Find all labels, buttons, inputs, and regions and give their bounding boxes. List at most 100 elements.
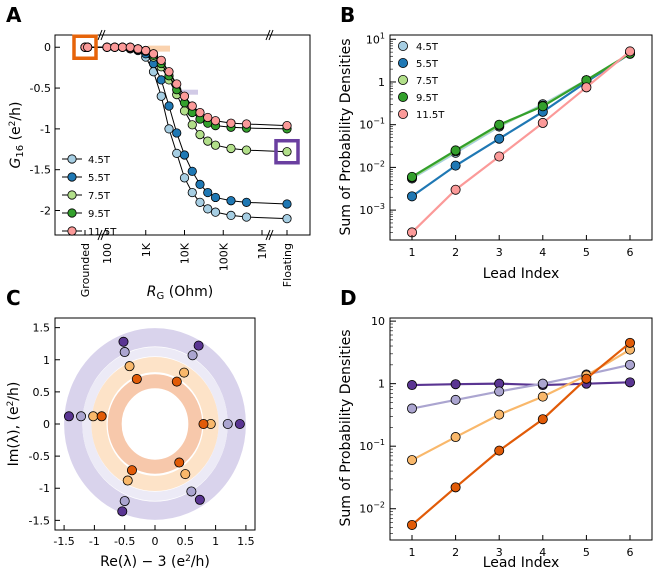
panel-b-legend-marker xyxy=(397,92,408,103)
axis-break-mark xyxy=(97,29,103,41)
panel-a-point xyxy=(179,91,190,101)
panel-b-point xyxy=(450,160,461,171)
panel-c-point xyxy=(180,469,191,480)
panel-label-a: A xyxy=(6,3,22,27)
panel-a-point xyxy=(187,101,197,111)
panel-c-xtick-label: -1 xyxy=(89,535,100,548)
panel-label-c: C xyxy=(6,286,21,310)
panel-a-legend-marker xyxy=(67,190,77,200)
panel-a-floating-highlight xyxy=(274,138,300,165)
panel-a-point xyxy=(187,166,197,176)
panel-a-legend-label: 9.5T xyxy=(88,209,111,220)
axis-break-mark xyxy=(265,229,271,241)
panel-a-point xyxy=(141,45,151,56)
panel-b-point xyxy=(406,191,417,202)
panel-d-xtick-label: 3 xyxy=(496,546,503,559)
panel-a-legend: 4.5T 5.5T 7.5T 9.5T 11.5T xyxy=(62,154,117,238)
panel-b-xtick-label: 5 xyxy=(583,246,590,259)
panel-a-point xyxy=(203,136,213,146)
panel-a-legend-label: 7.5T xyxy=(88,191,111,202)
panel-c-point xyxy=(174,457,185,468)
panel-c-point xyxy=(198,418,209,429)
panel-d-point xyxy=(625,337,636,348)
panel-c-point xyxy=(119,496,130,507)
panel-d-series-line xyxy=(411,363,631,410)
panel-c-xtick-label: 0 xyxy=(152,535,159,548)
panel-d-point xyxy=(406,455,417,466)
panel-d-point xyxy=(494,445,505,456)
panel-d-point xyxy=(494,386,505,397)
panel-a-series-line xyxy=(85,46,288,130)
panel-c-xtick-label: 1 xyxy=(212,535,219,548)
panel-a-xtick-label: 1M xyxy=(256,243,269,260)
panel-a-xlabel: RG (Ohm) xyxy=(147,284,213,302)
panel-b-legend-marker xyxy=(397,75,408,86)
panel-a-point xyxy=(102,42,112,52)
panel-a-point xyxy=(187,120,197,130)
panel-b-series-line xyxy=(411,50,631,234)
panel-a-ytick-label: -1 xyxy=(40,123,51,136)
panel-c-point xyxy=(124,361,135,372)
panel-d-xtick-label: 6 xyxy=(627,546,634,559)
panel-b-xtick-label: 4 xyxy=(539,246,546,259)
panel-b-legend-label: 5.5T xyxy=(416,59,439,70)
panel-c-ytick-label: 0.5 xyxy=(33,386,51,399)
axis-break-mark xyxy=(268,29,274,41)
panel-a-point xyxy=(172,79,182,89)
panel-c-point xyxy=(186,486,197,497)
panel-a-point xyxy=(172,148,182,158)
panel-a-chart: 0 -0.5 -1 -1.5 -2 Grounded 100 1K 10K 100K 1M Floa… xyxy=(8,29,311,302)
panel-d-ytick-label: 10 xyxy=(371,315,385,328)
panel-a-legend-label: 11.5T xyxy=(88,227,117,238)
panel-a-point xyxy=(179,150,190,160)
panel-b-legend-label: 11.5T xyxy=(416,110,445,121)
panel-a-point xyxy=(203,204,213,214)
panel-a-legend-marker xyxy=(67,154,77,164)
panel-d-point xyxy=(625,359,636,370)
panel-d-point xyxy=(450,379,461,390)
panel-b-point xyxy=(537,101,548,112)
panel-a-ytick-label: -2 xyxy=(40,205,51,218)
panel-b-point xyxy=(494,151,505,162)
panel-d-xtick-label: 5 xyxy=(583,546,590,559)
panel-b-legend-label: 4.5T xyxy=(416,42,439,53)
panel-a-ytick-label: -1.5 xyxy=(30,164,51,177)
panel-label-b: B xyxy=(340,3,355,27)
panel-a-point xyxy=(203,187,213,198)
panel-c-ytick-label: 1 xyxy=(43,354,50,367)
panel-a-point xyxy=(125,42,135,52)
panel-label-d: D xyxy=(340,286,357,310)
panel-c-point xyxy=(193,340,204,351)
panel-c-ytick-label: -1.5 xyxy=(29,514,50,527)
axis-break-mark xyxy=(97,229,103,241)
panel-b-xtick-label: 1 xyxy=(409,246,416,259)
panel-a-point xyxy=(133,44,143,54)
panel-a-legend-label: 4.5T xyxy=(88,155,111,166)
panel-b-point xyxy=(581,82,592,93)
panel-c-xtick-label: -0.5 xyxy=(114,535,135,548)
panel-a-legend-marker xyxy=(67,226,77,236)
panel-a-point xyxy=(210,192,221,203)
panel-b-legend-marker xyxy=(397,109,408,120)
panel-a-shade-purple xyxy=(176,89,198,95)
panel-c-point xyxy=(122,475,133,486)
panel-b-series-line xyxy=(411,52,631,198)
panel-b-point xyxy=(450,145,461,156)
panel-a-point xyxy=(210,140,221,150)
panel-a-series-line xyxy=(85,46,288,220)
panel-b-ytick-label: 1 xyxy=(378,76,385,89)
panel-a-point xyxy=(282,147,292,157)
axis-break-mark xyxy=(268,229,274,241)
panel-a-xtick-label: 100K xyxy=(217,242,230,271)
panel-d-point xyxy=(450,432,461,443)
panel-a-point xyxy=(156,55,166,65)
panel-d-ytick-label: 10−1 xyxy=(359,438,385,453)
panel-d-xtick-label: 4 xyxy=(539,546,546,559)
panel-c-ylabel: Im(λ), (e2/h) xyxy=(6,382,22,467)
panel-a-xtick-label: 10K xyxy=(179,242,192,264)
panel-a-point xyxy=(164,67,174,77)
panel-b-xtick-label: 3 xyxy=(496,246,503,259)
panel-a-point xyxy=(156,91,166,101)
panel-a-point xyxy=(83,42,93,52)
panel-a-legend-marker xyxy=(67,172,77,182)
